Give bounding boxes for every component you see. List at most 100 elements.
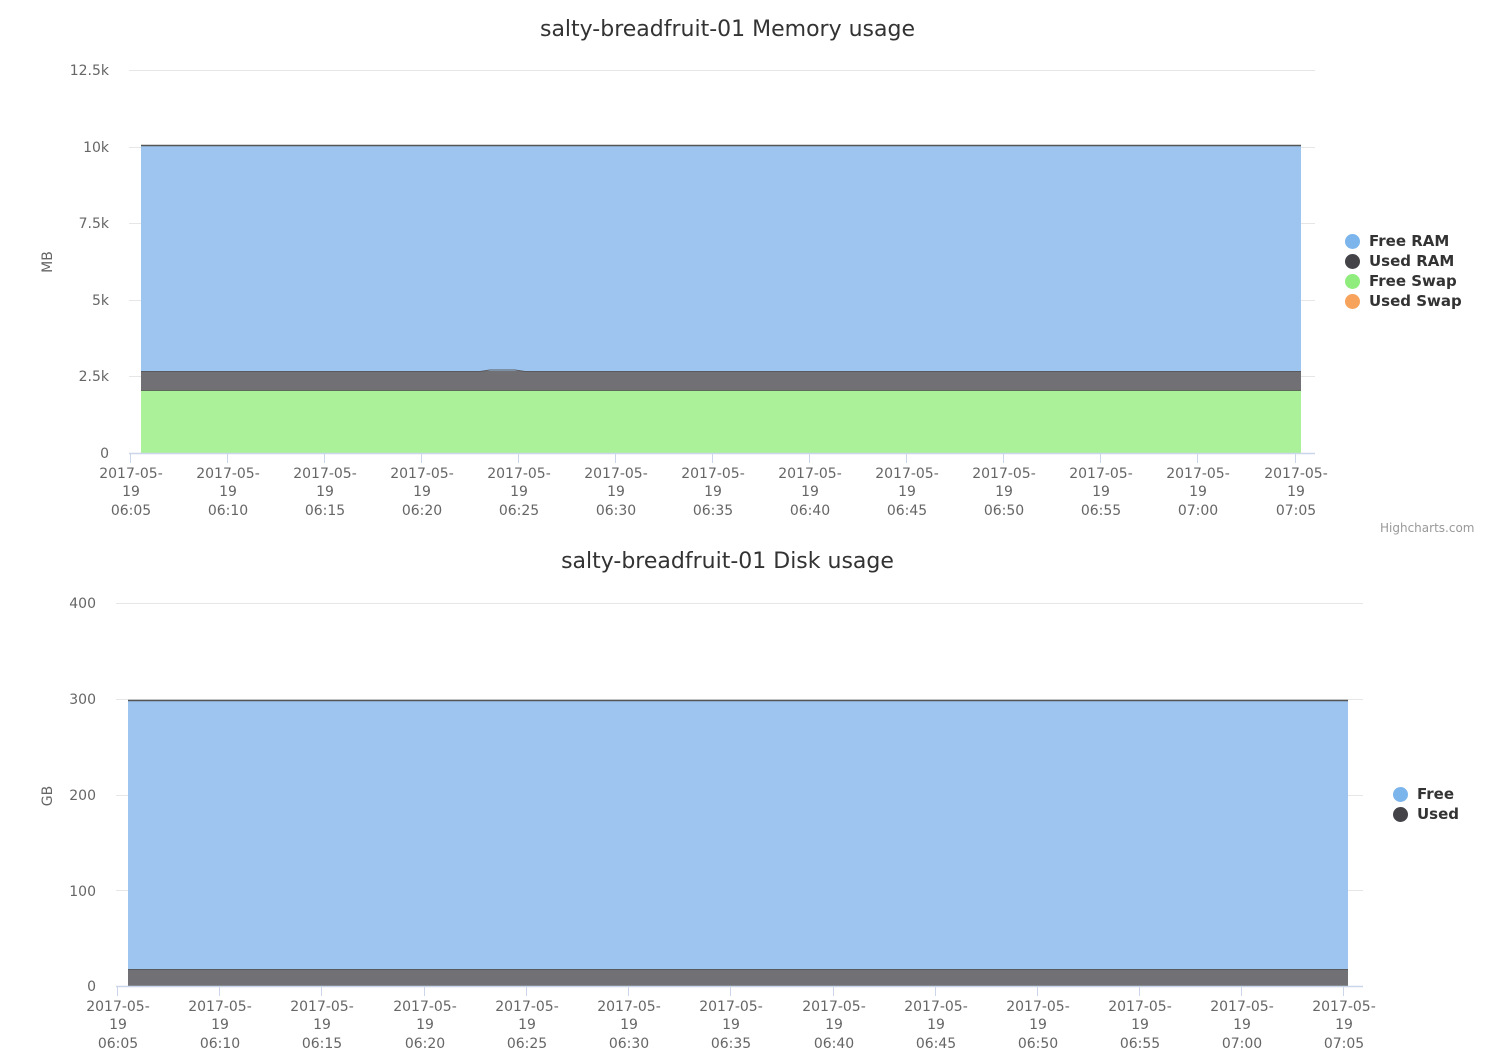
svg-text:06:10: 06:10 [208,503,248,519]
svg-text:19: 19 [211,1017,229,1033]
svg-text:2017-05-: 2017-05- [86,999,150,1015]
disk-plot: 0 100 200 300 400 GB 2017-05 [40,596,1376,1052]
svg-text:07:05: 07:05 [1276,503,1316,519]
used-ram-dot-icon [1345,253,1360,269]
svg-text:2017-05-: 2017-05- [293,466,357,482]
svg-text:2017-05-: 2017-05- [597,999,661,1015]
svg-text:2017-05-: 2017-05- [778,466,842,482]
svg-text:19: 19 [1287,484,1305,500]
svg-text:19: 19 [927,1017,945,1033]
svg-text:06:20: 06:20 [402,503,442,519]
memory-x-ticks [130,453,1296,463]
svg-text:06:05: 06:05 [98,1036,138,1052]
svg-text:19: 19 [898,484,916,500]
svg-text:07:00: 07:00 [1222,1036,1262,1052]
svg-text:06:40: 06:40 [790,503,830,519]
used-swap-dot-icon [1345,293,1360,309]
legend-item-used-ram[interactable]: Used RAM [1345,251,1462,271]
disk-x-axis: 2017-05- 19 06:05 2017-05- 19 06:10 2017-05-… [86,999,1376,1052]
disk-y-axis: 0 100 200 300 400 [69,596,96,995]
svg-text:06:35: 06:35 [711,1036,751,1052]
svg-text:2017-05-: 2017-05- [1166,466,1230,482]
legend-item-free[interactable]: Free [1393,784,1459,804]
svg-text:300: 300 [69,692,96,708]
svg-text:0: 0 [100,446,109,462]
disk-chart-title: salty-breadfruit-01 Disk usage [561,549,894,574]
svg-text:2017-05-: 2017-05- [1264,466,1328,482]
free-dot-icon [1393,786,1408,802]
svg-text:06:20: 06:20 [405,1036,445,1052]
svg-text:19: 19 [704,484,722,500]
svg-text:06:25: 06:25 [507,1036,547,1052]
svg-text:0: 0 [87,979,96,995]
svg-text:2017-05-: 2017-05- [699,999,763,1015]
used-ram-area[interactable] [141,371,1301,391]
svg-text:2017-05-: 2017-05- [972,466,1036,482]
svg-text:19: 19 [122,484,140,500]
svg-text:19: 19 [313,1017,331,1033]
svg-text:400: 400 [69,596,96,612]
svg-text:19: 19 [607,484,625,500]
free-ram-area[interactable] [141,145,1301,371]
svg-text:06:45: 06:45 [916,1036,956,1052]
svg-text:2017-05-: 2017-05- [188,999,252,1015]
svg-text:19: 19 [801,484,819,500]
memory-plot: 0 2.5k 5k 7.5k 10k 12.5k MB [40,63,1328,519]
used-disk-area[interactable] [128,969,1348,986]
legend-item-used-swap[interactable]: Used Swap [1345,291,1462,311]
free-swap-area[interactable] [141,391,1301,453]
disk-x-ticks [117,986,1344,996]
svg-text:19: 19 [1335,1017,1353,1033]
svg-text:2017-05-: 2017-05- [1312,999,1376,1015]
svg-text:19: 19 [1131,1017,1149,1033]
svg-text:19: 19 [219,484,237,500]
svg-text:06:55: 06:55 [1081,503,1121,519]
svg-text:2017-05-: 2017-05- [393,999,457,1015]
svg-text:07:05: 07:05 [1324,1036,1364,1052]
svg-text:19: 19 [1092,484,1110,500]
svg-text:19: 19 [1029,1017,1047,1033]
memory-x-axis: 2017-05- 19 06:05 2017-05- 19 06:10 2017-05-… [99,466,1328,519]
svg-text:19: 19 [995,484,1013,500]
free-disk-area[interactable] [128,700,1348,969]
svg-text:2.5k: 2.5k [79,369,110,385]
svg-text:100: 100 [69,884,96,900]
svg-text:2017-05-: 2017-05- [495,999,559,1015]
legend-item-used[interactable]: Used [1393,804,1459,824]
svg-text:2017-05-: 2017-05- [290,999,354,1015]
svg-text:2017-05-: 2017-05- [584,466,648,482]
memory-chart: salty-breadfruit-01 Memory usage 0 2.5k … [40,17,1475,535]
svg-text:06:25: 06:25 [499,503,539,519]
svg-text:19: 19 [1189,484,1207,500]
svg-text:2017-05-: 2017-05- [681,466,745,482]
svg-text:06:15: 06:15 [305,503,345,519]
svg-text:2017-05-: 2017-05- [1006,999,1070,1015]
svg-text:12.5k: 12.5k [70,63,110,79]
svg-text:2017-05-: 2017-05- [487,466,551,482]
svg-text:19: 19 [413,484,431,500]
svg-text:06:10: 06:10 [200,1036,240,1052]
svg-text:19: 19 [510,484,528,500]
svg-text:07:00: 07:00 [1178,503,1218,519]
svg-text:06:50: 06:50 [1018,1036,1058,1052]
memory-y-axis-label: MB [40,251,56,273]
highcharts-credits-link[interactable]: Highcharts.com [1380,521,1475,535]
legend-item-free-swap[interactable]: Free Swap [1345,271,1462,291]
memory-y-axis: 0 2.5k 5k 7.5k 10k 12.5k [70,63,110,462]
svg-text:06:40: 06:40 [814,1036,854,1052]
svg-text:2017-05-: 2017-05- [904,999,968,1015]
legend-item-free-ram[interactable]: Free RAM [1345,231,1462,251]
svg-text:200: 200 [69,788,96,804]
svg-text:06:45: 06:45 [887,503,927,519]
svg-text:06:50: 06:50 [984,503,1024,519]
disk-chart: salty-breadfruit-01 Disk usage 0 100 200… [0,545,1508,1058]
free-swap-dot-icon [1345,273,1360,289]
svg-text:19: 19 [722,1017,740,1033]
svg-text:19: 19 [416,1017,434,1033]
svg-text:06:05: 06:05 [111,503,151,519]
svg-text:06:15: 06:15 [302,1036,342,1052]
used-dot-icon [1393,806,1408,822]
free-ram-dot-icon [1345,233,1360,249]
svg-text:2017-05-: 2017-05- [1069,466,1133,482]
svg-text:19: 19 [1233,1017,1251,1033]
